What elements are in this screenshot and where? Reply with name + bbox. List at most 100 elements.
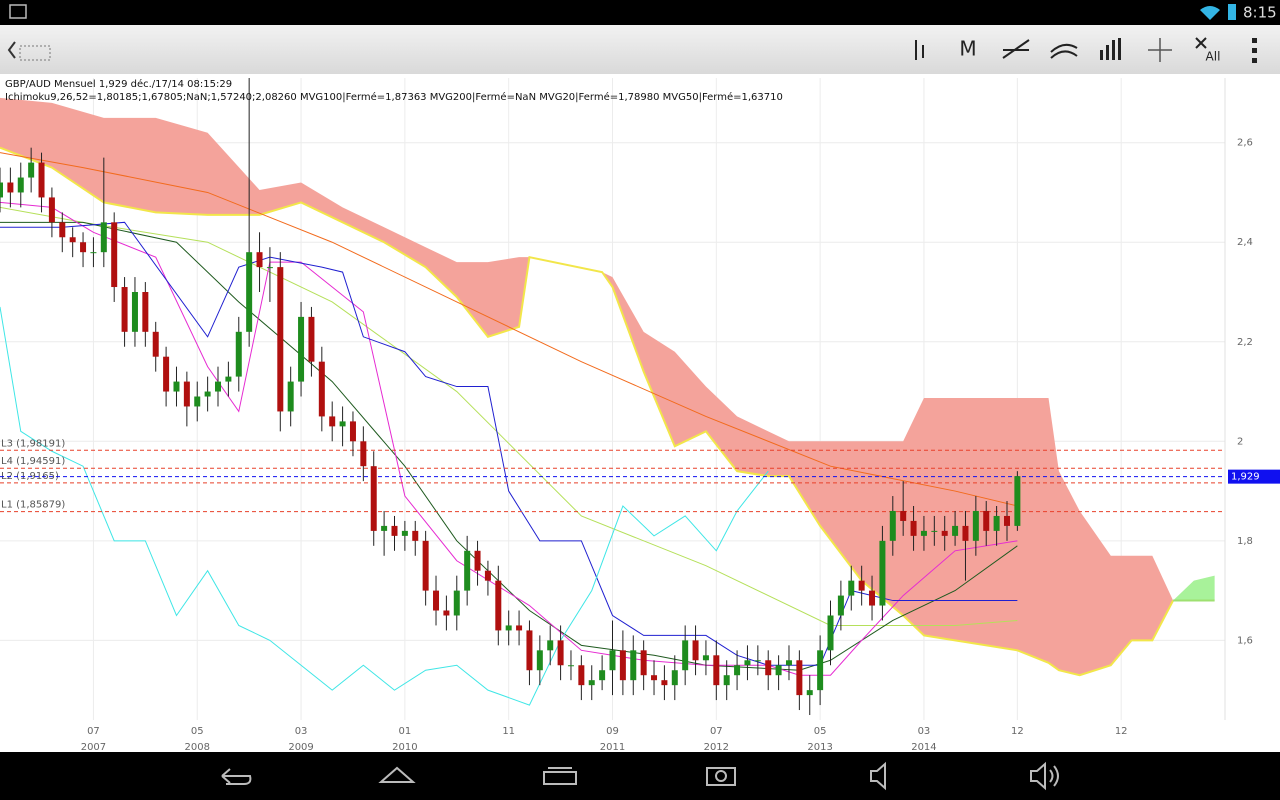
x-tick-label: 12: [1115, 726, 1128, 737]
candle-body: [682, 640, 689, 671]
candle-body: [723, 675, 730, 686]
level-label: L3 (1,98191): [1, 438, 65, 449]
candle-body: [453, 590, 460, 616]
recent-nav[interactable]: [543, 767, 577, 785]
candle-body: [370, 466, 377, 531]
gallery-icon: [9, 4, 27, 19]
candle-body: [266, 267, 273, 269]
candle-body: [235, 331, 242, 377]
candle-body: [495, 580, 502, 631]
x-tick-year: 2009: [288, 742, 313, 753]
candle-body: [692, 640, 699, 661]
candle-body: [277, 267, 284, 412]
x-tick-label: 09: [606, 726, 619, 737]
candle-body: [308, 316, 315, 362]
status-bar: [0, 0, 1280, 25]
candle-body: [225, 376, 232, 382]
battery-icon: [1228, 4, 1236, 20]
x-tick-label: 12: [1011, 726, 1024, 737]
x-tick-year: 2008: [185, 742, 210, 753]
candle-body: [806, 690, 813, 696]
candle-body: [837, 595, 844, 616]
bars-tool[interactable]: [1100, 38, 1121, 60]
menu-button[interactable]: [1252, 38, 1257, 63]
home-nav[interactable]: [378, 766, 416, 783]
candle-body: [422, 540, 429, 591]
candle-body: [349, 421, 356, 442]
candle-body: [775, 665, 782, 676]
indicator-tool[interactable]: [1050, 43, 1078, 59]
level-label: L4 (1,94591): [1, 456, 65, 467]
y-tick-label: 2,2: [1237, 337, 1253, 348]
candle-body: [640, 650, 647, 676]
candle-body: [59, 222, 66, 238]
candle-body: [80, 242, 87, 253]
clock: 8:15: [1243, 4, 1277, 22]
candle-body: [619, 650, 626, 681]
candle-body: [0, 182, 3, 198]
y-tick-label: 1,8: [1237, 536, 1253, 547]
volume-up[interactable]: [1030, 761, 1059, 791]
candle-body: [702, 655, 709, 661]
candle-body: [339, 421, 346, 427]
x-tick-year: 2012: [704, 742, 729, 753]
candle-body: [547, 640, 554, 651]
x-tick-label: 01: [399, 726, 412, 737]
candle-body: [484, 570, 491, 581]
candle-body: [671, 670, 678, 686]
price-tag-label: 1,929: [1231, 472, 1260, 483]
candle-body: [28, 162, 35, 178]
candle-body: [734, 665, 741, 676]
indicator-line: [0, 152, 1018, 507]
candle-body: [516, 625, 523, 631]
x-tick-year: 2014: [911, 742, 936, 753]
candle-body: [412, 530, 419, 541]
candle-body: [38, 162, 45, 198]
candle-body: [443, 610, 450, 616]
indicator-line: [0, 201, 1018, 676]
candle-body: [993, 515, 1000, 531]
candle-body: [858, 580, 865, 591]
volume-down[interactable]: [870, 761, 886, 791]
chart-title: GBP/AUD Mensuel 1,929 déc./17/14 08:15:2…: [5, 78, 232, 90]
x-tick-year: 2007: [81, 742, 106, 753]
candle-body: [90, 252, 97, 254]
candle-body: [785, 660, 792, 666]
line-tool[interactable]: [1002, 39, 1030, 59]
candle-body: [246, 252, 253, 332]
all-button[interactable]: All: [1206, 50, 1221, 64]
candle-body: [391, 525, 398, 536]
candle-tool[interactable]: [915, 40, 924, 60]
back-nav[interactable]: [221, 768, 252, 785]
crosshair-tool[interactable]: [1148, 38, 1172, 62]
candle-body: [817, 650, 824, 691]
x-tick-label: 05: [191, 726, 204, 737]
m-button[interactable]: M: [959, 37, 976, 61]
candle-body: [474, 550, 481, 571]
candle-body: [567, 665, 574, 667]
candle-body: [713, 655, 720, 686]
candle-body: [17, 177, 24, 193]
candle-body: [526, 630, 533, 671]
candle-body: [48, 197, 55, 223]
clear-icon[interactable]: [1195, 37, 1207, 49]
candle-body: [256, 252, 263, 268]
x-tick-label: 11: [502, 726, 515, 737]
indicator-line: [0, 206, 1018, 626]
x-tick-year: 2013: [807, 742, 832, 753]
candle-body: [111, 222, 118, 288]
candle-body: [215, 381, 222, 392]
candle-body: [163, 356, 170, 392]
candle-body: [318, 361, 325, 417]
candle-body: [557, 640, 564, 666]
x-tick-year: 2011: [600, 742, 625, 753]
y-tick-label: 2,4: [1237, 237, 1253, 248]
candle-body: [630, 650, 637, 681]
candle-body: [879, 540, 886, 606]
candle-body: [142, 292, 149, 332]
screenshot-nav[interactable]: [706, 767, 736, 786]
back-button[interactable]: [7, 41, 16, 59]
wifi-icon: [1200, 6, 1220, 20]
x-tick-label: 03: [918, 726, 931, 737]
